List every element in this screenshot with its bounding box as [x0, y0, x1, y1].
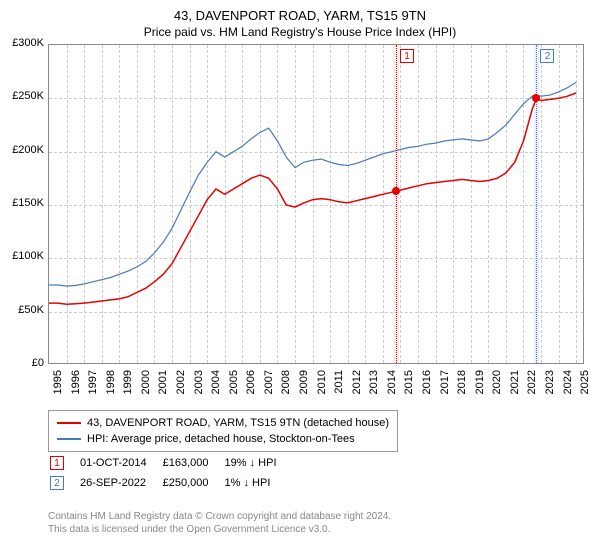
x-axis-label: 2012: [351, 370, 363, 402]
x-axis-label: 2010: [316, 370, 328, 402]
event-dot: [392, 187, 400, 195]
event-price: £250,000: [163, 474, 223, 492]
event-dot: [532, 94, 540, 102]
y-axis-label: £100K: [4, 250, 44, 262]
x-axis-label: 2008: [280, 370, 292, 402]
chart-container: 43, DAVENPORT ROAD, YARM, TS15 9TN Price…: [0, 0, 600, 560]
event-date: 26-SEP-2022: [80, 474, 161, 492]
x-axis-label: 2016: [421, 370, 433, 402]
x-axis-label: 2001: [157, 370, 169, 402]
x-axis-label: 2021: [509, 370, 521, 402]
x-axis-label: 1998: [105, 370, 117, 402]
event-line: [536, 45, 537, 363]
event-line: [396, 45, 397, 363]
legend-swatch: [57, 438, 81, 440]
legend-label: HPI: Average price, detached house, Stoc…: [87, 431, 355, 447]
table-row: 1 01-OCT-2014£163,00019% ↓ HPI: [50, 454, 291, 472]
x-axis-label: 2013: [368, 370, 380, 402]
events-table: 1 01-OCT-2014£163,00019% ↓ HPI 2 26-SEP-202…: [48, 452, 293, 494]
x-axis-label: 1995: [52, 370, 64, 402]
chart-subtitle: Price paid vs. HM Land Registry's House …: [10, 25, 590, 39]
event-delta: 19% ↓ HPI: [225, 454, 291, 472]
event-marker: 1: [400, 49, 414, 63]
x-axis-label: 2007: [263, 370, 275, 402]
attribution-line-1: Contains HM Land Registry data © Crown c…: [48, 510, 391, 523]
x-axis-label: 2004: [210, 370, 222, 402]
y-axis-label: £50K: [4, 304, 44, 316]
event-delta: 1% ↓ HPI: [225, 474, 291, 492]
event-date: 01-OCT-2014: [80, 454, 161, 472]
y-axis-label: £200K: [4, 144, 44, 156]
x-axis-label: 2025: [579, 370, 591, 402]
event-index-box: 2: [50, 476, 64, 490]
x-axis-label: 2017: [439, 370, 451, 402]
table-row: 2 26-SEP-2022£250,0001% ↓ HPI: [50, 474, 291, 492]
x-axis-label: 2020: [491, 370, 503, 402]
x-axis-label: 1996: [70, 370, 82, 402]
event-price: £163,000: [163, 454, 223, 472]
series-hpi: [49, 82, 576, 286]
y-axis-label: £150K: [4, 197, 44, 209]
x-axis-label: 2005: [228, 370, 240, 402]
series-price_paid: [49, 93, 576, 304]
x-axis-label: 2014: [386, 370, 398, 402]
x-axis-label: 2015: [403, 370, 415, 402]
legend-row: HPI: Average price, detached house, Stoc…: [57, 431, 389, 447]
x-axis-label: 2003: [193, 370, 205, 402]
plot-area: 12: [48, 44, 584, 364]
x-axis-label: 2000: [140, 370, 152, 402]
x-axis-label: 1999: [122, 370, 134, 402]
x-axis-label: 2011: [333, 370, 345, 402]
y-axis-label: £250K: [4, 90, 44, 102]
x-axis-label: 2002: [175, 370, 187, 402]
title-block: 43, DAVENPORT ROAD, YARM, TS15 9TN Price…: [0, 0, 600, 43]
attribution-line-2: This data is licensed under the Open Gov…: [48, 523, 391, 536]
legend-row: 43, DAVENPORT ROAD, YARM, TS15 9TN (deta…: [57, 415, 389, 431]
attribution-text: Contains HM Land Registry data © Crown c…: [48, 510, 391, 536]
legend-swatch: [57, 422, 81, 424]
y-axis-label: £0: [4, 357, 44, 369]
x-axis-label: 2022: [526, 370, 538, 402]
x-axis-label: 2009: [298, 370, 310, 402]
legend-label: 43, DAVENPORT ROAD, YARM, TS15 9TN (deta…: [87, 415, 389, 431]
event-index-box: 1: [50, 456, 64, 470]
x-axis-label: 2023: [544, 370, 556, 402]
x-axis-label: 2019: [474, 370, 486, 402]
series-layer: [49, 45, 585, 365]
event-marker: 2: [540, 49, 554, 63]
y-axis-label: £300K: [4, 37, 44, 49]
chart-title: 43, DAVENPORT ROAD, YARM, TS15 9TN: [10, 8, 590, 23]
x-axis-label: 1997: [87, 370, 99, 402]
x-axis-label: 2018: [456, 370, 468, 402]
x-axis-label: 2006: [245, 370, 257, 402]
x-axis-label: 2024: [562, 370, 574, 402]
legend-box: 43, DAVENPORT ROAD, YARM, TS15 9TN (deta…: [48, 410, 398, 452]
